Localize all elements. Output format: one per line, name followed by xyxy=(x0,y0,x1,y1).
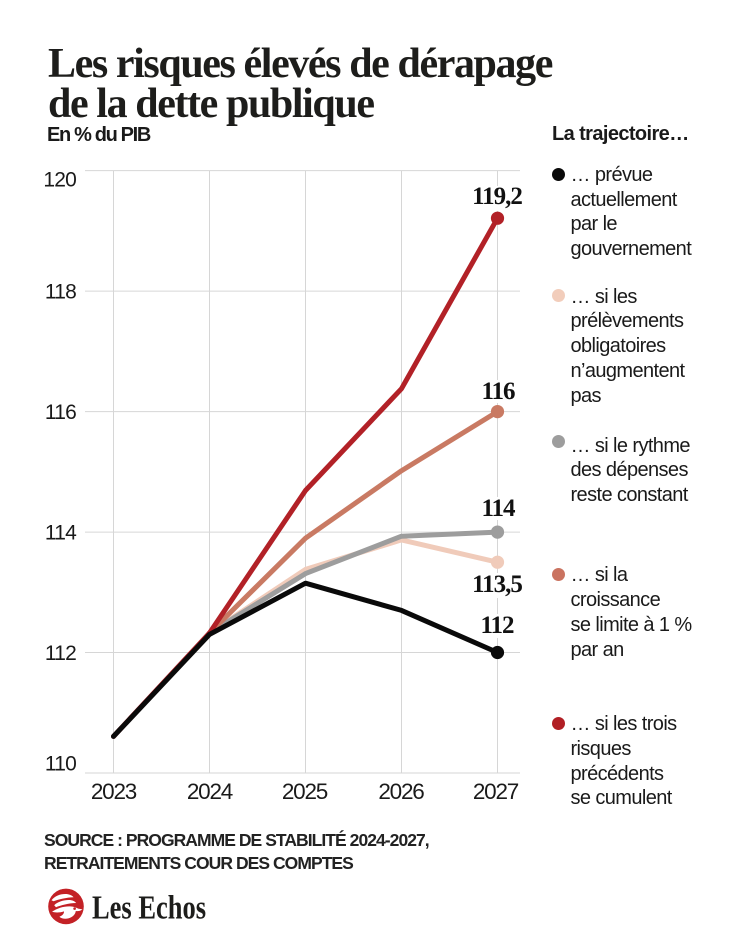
svg-text:114: 114 xyxy=(45,522,77,545)
svg-text:2025: 2025 xyxy=(282,779,328,804)
svg-text:2027: 2027 xyxy=(473,779,519,804)
svg-text:118: 118 xyxy=(45,281,76,304)
svg-text:Les Echos: Les Echos xyxy=(92,890,206,927)
svg-text:116: 116 xyxy=(45,401,76,424)
svg-text:2026: 2026 xyxy=(378,779,424,804)
svg-text:110: 110 xyxy=(45,753,76,776)
svg-text:112: 112 xyxy=(45,642,76,665)
svg-text:2024: 2024 xyxy=(187,779,233,804)
svg-text:120: 120 xyxy=(43,168,76,191)
svg-text:2023: 2023 xyxy=(91,779,137,804)
